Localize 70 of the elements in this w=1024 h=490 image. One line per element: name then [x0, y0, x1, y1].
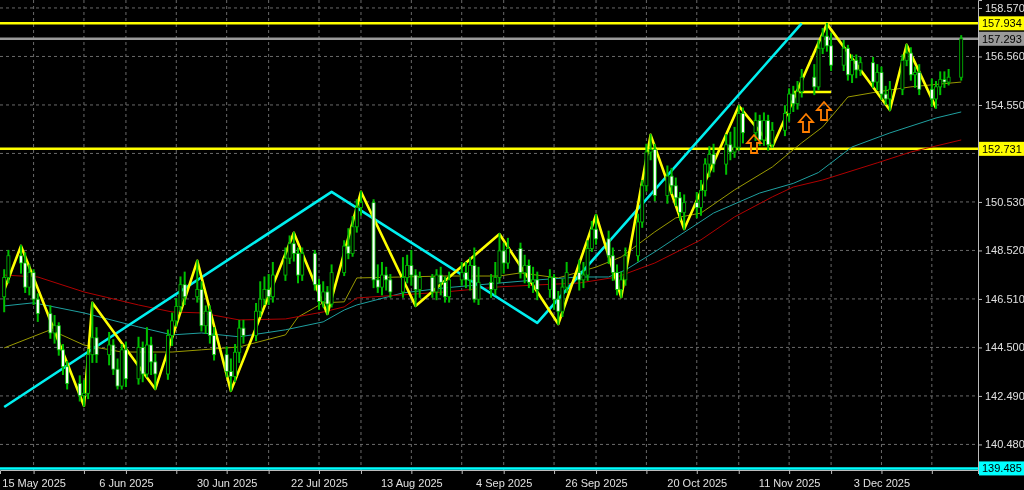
candlestick: [401, 257, 405, 298]
candlestick: [741, 107, 745, 144]
candlestick: [430, 274, 435, 298]
candlestick: [887, 81, 892, 112]
candlestick: [841, 40, 846, 71]
x-tick-label: 6 Jun 2025: [99, 476, 154, 489]
candlestick: [409, 249, 414, 286]
candlestick: [94, 327, 99, 363]
candlestick: [929, 78, 934, 108]
candlestick: [489, 274, 493, 298]
ref-line-label: 139.485: [982, 462, 1022, 475]
y-tick-label: 150.530: [985, 195, 1024, 208]
candlestick: [728, 131, 733, 161]
candlestick: [107, 331, 112, 366]
candlestick: [447, 271, 452, 303]
candlestick: [464, 261, 468, 289]
candlestick: [476, 266, 481, 305]
candlestick: [434, 269, 439, 301]
y-tick-label: 154.550: [985, 98, 1024, 111]
candlestick: [501, 242, 506, 274]
candlestick: [535, 271, 540, 301]
x-tick-label: 20 Oct 2025: [667, 476, 728, 489]
candlestick: [526, 259, 531, 289]
candlestick: [942, 71, 947, 88]
y-tick-label: 158.570: [985, 1, 1024, 14]
candlestick: [270, 261, 275, 303]
candlestick: [871, 56, 875, 88]
x-tick-label: 11 Nov 2025: [758, 476, 821, 489]
candlestick: [577, 259, 582, 291]
candlestick: [182, 271, 187, 305]
y-tick-label: 144.500: [985, 341, 1024, 354]
line-series: [3, 111, 962, 338]
y-tick-label: 148.520: [985, 244, 1024, 257]
candlestick: [300, 247, 305, 281]
candlestick: [770, 122, 775, 148]
candlestick: [380, 261, 384, 296]
candlestick: [321, 281, 326, 308]
x-tick-label: 22 Jul 2025: [291, 476, 348, 489]
candlestick: [791, 85, 796, 112]
candlestick: [917, 64, 922, 96]
y-tick-label: 146.510: [985, 292, 1024, 305]
x-tick-label: 30 Jun 2025: [196, 476, 258, 489]
candlestick: [724, 134, 729, 175]
candlestick: [682, 194, 687, 230]
candlestick: [757, 114, 762, 146]
candlestick: [854, 54, 859, 79]
candlestick: [266, 274, 271, 305]
candlestick: [762, 112, 766, 146]
ref-line-label: 152.731: [982, 142, 1022, 155]
x-tick-label: 13 Aug 2025: [380, 476, 443, 489]
x-tick-label: 26 Sep 2025: [565, 476, 628, 489]
x-tick-label: 3 Dec 2025: [853, 476, 911, 489]
x-tick-label: 4 Sep 2025: [476, 476, 533, 489]
ref-line-label: 157.934: [982, 17, 1022, 30]
x-tick-label: 15 May 2025: [2, 476, 66, 489]
candlestick: [531, 266, 535, 293]
candlestick: [711, 143, 716, 173]
candlestick: [459, 261, 464, 286]
y-tick-label: 156.560: [985, 50, 1024, 63]
candlestick: [417, 271, 422, 298]
y-tick-label: 140.480: [985, 438, 1024, 451]
candlestick: [665, 165, 670, 204]
ref-line-label: 157.293: [982, 32, 1022, 45]
y-tick-label: 142.490: [985, 389, 1024, 402]
candlestick: [694, 192, 699, 219]
candlestick: [594, 213, 598, 245]
candlestick: [875, 64, 880, 91]
candlestick: [753, 112, 758, 141]
candlestick: [27, 264, 32, 296]
candlestick: [547, 269, 552, 298]
